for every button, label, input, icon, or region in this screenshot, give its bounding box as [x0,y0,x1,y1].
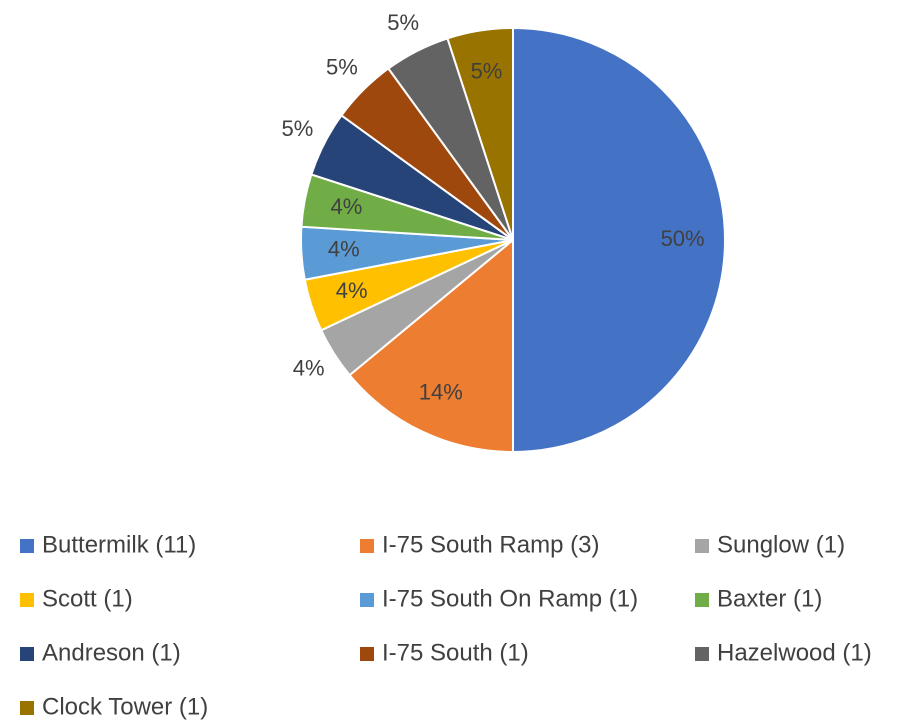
legend-label: Sunglow (1) [717,531,845,558]
pie-slice [348,237,514,454]
legend-label: Hazelwood (1) [717,639,872,666]
legend-swatch [695,647,709,661]
legend-swatch [20,701,34,715]
legend-label: Buttermilk (11) [42,531,196,558]
legend-swatch [695,593,709,607]
legend-label: Clock Tower (1) [42,693,208,720]
legend-swatch [360,647,374,661]
legend-swatch [20,539,34,553]
data-label: 4% [331,194,363,219]
legend-label: I-75 South On Ramp (1) [382,585,638,612]
legend-label: Scott (1) [42,585,133,612]
data-label: 5% [471,58,503,83]
data-label: 4% [293,355,325,380]
legend-label: Baxter (1) [717,585,822,612]
pie-slice [446,26,514,241]
pie-slice [512,26,726,454]
legend-label: I-75 South (1) [382,639,529,666]
data-label: 14% [419,379,463,404]
legend-label: Andreson (1) [42,639,181,666]
legend-swatch [360,593,374,607]
legend-label: I-75 South Ramp (3) [382,531,599,558]
data-label: 5% [387,10,419,35]
data-label: 5% [326,55,358,80]
data-label: 4% [328,236,360,261]
legend-swatch [20,647,34,661]
data-label: 4% [336,278,368,303]
data-label: 5% [281,116,313,141]
data-label: 50% [661,226,705,251]
legend-swatch [695,539,709,553]
legend-swatch [20,593,34,607]
legend-swatch [360,539,374,553]
